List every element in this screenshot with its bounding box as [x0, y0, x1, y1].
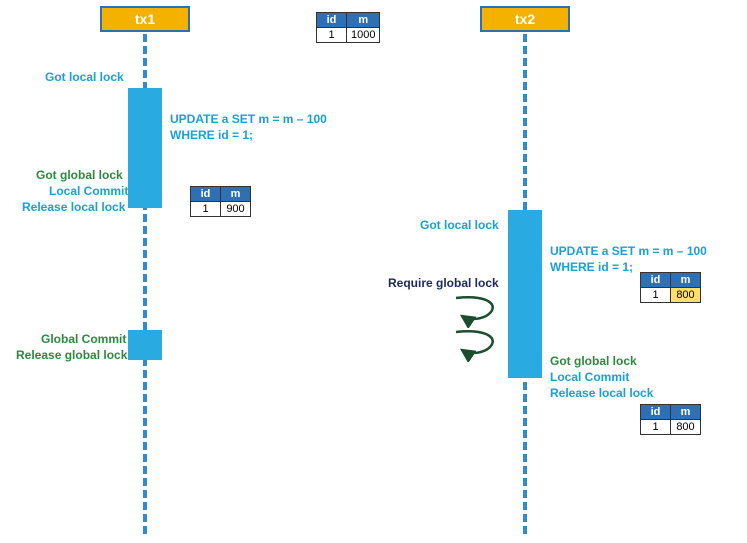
col-id: id: [641, 405, 671, 420]
tx1-global-commit: Global Commit: [41, 332, 126, 346]
tx1-local-commit: Local Commit: [49, 184, 128, 198]
tx1-block-2: [128, 330, 162, 360]
col-id: id: [191, 187, 221, 202]
tx1-got-local: Got local lock: [45, 70, 124, 84]
tx2-header: tx2: [480, 6, 570, 32]
table-after-tx1-local: id m 1 900: [190, 186, 251, 217]
col-m: m: [671, 273, 701, 288]
tx1-sql-line1: UPDATE a SET m = m – 100: [170, 112, 327, 128]
table-initial: id m 1 1000: [316, 12, 380, 43]
col-m: m: [347, 13, 380, 28]
cell-id: 1: [191, 202, 221, 217]
tx2-got-global: Got global lock: [550, 354, 637, 368]
tx2-local-commit: Local Commit: [550, 370, 629, 384]
tx1-release-local: Release local lock: [22, 200, 125, 214]
tx2-sql: UPDATE a SET m = m – 100 WHERE id = 1;: [550, 244, 707, 275]
retry-arrow-1-icon: [448, 292, 506, 328]
table-after-tx2-local: id m 1 800: [640, 404, 701, 435]
tx1-release-global: Release global lock: [16, 348, 127, 362]
retry-arrow-2-icon: [448, 326, 506, 362]
col-id: id: [641, 273, 671, 288]
col-id: id: [317, 13, 347, 28]
cell-m: 900: [221, 202, 251, 217]
tx1-sql-line2: WHERE id = 1;: [170, 128, 327, 144]
tx1-header: tx1: [100, 6, 190, 32]
table-tx2-inflight: id m 1 800: [640, 272, 701, 303]
cell-id: 1: [641, 420, 671, 435]
tx2-got-local: Got local lock: [420, 218, 499, 232]
tx1-got-global: Got global lock: [36, 168, 123, 182]
tx2-title: tx2: [515, 11, 535, 27]
tx2-release-local: Release local lock: [550, 386, 653, 400]
cell-m: 1000: [347, 28, 380, 43]
tx2-sql-line1: UPDATE a SET m = m – 100: [550, 244, 707, 260]
tx1-sql: UPDATE a SET m = m – 100 WHERE id = 1;: [170, 112, 327, 143]
tx2-block: [508, 210, 542, 378]
tx1-title: tx1: [135, 11, 155, 27]
col-m: m: [671, 405, 701, 420]
tx2-require-global: Require global lock: [388, 276, 499, 290]
cell-m: 800: [671, 420, 701, 435]
cell-m: 800: [671, 288, 701, 303]
col-m: m: [221, 187, 251, 202]
cell-id: 1: [641, 288, 671, 303]
tx1-block-1: [128, 88, 162, 208]
cell-id: 1: [317, 28, 347, 43]
